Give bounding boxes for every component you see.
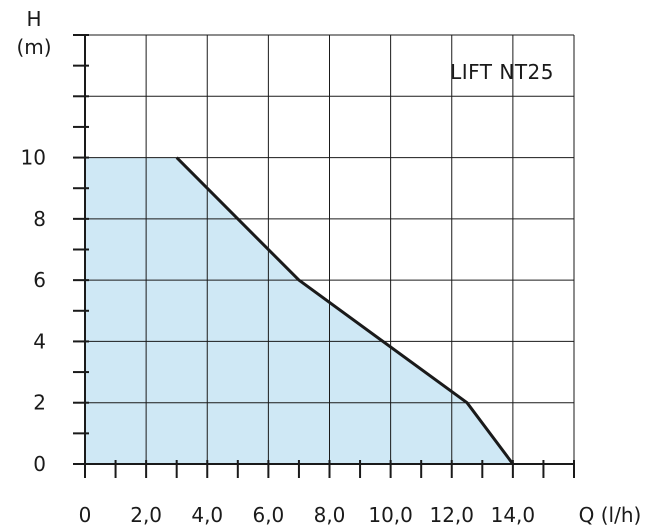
x-tick-label: 12,0 <box>429 503 474 526</box>
operating-area <box>85 157 513 464</box>
y-tick-label: 4 <box>33 329 46 353</box>
y-axis-label-unit: (m) <box>16 35 51 59</box>
label-layer: LIFT NT25 H (m) Q (l/h) 0 2 4 6 8 10 0 2,0 4,0 6,… <box>16 7 641 526</box>
x-tick-label: 14,0 <box>491 503 536 526</box>
y-axis-label-symbol: H <box>26 7 41 31</box>
axis-layer <box>73 34 575 478</box>
grid-layer <box>85 34 575 464</box>
y-tick-label: 10 <box>21 146 46 170</box>
y-tick-label: 8 <box>33 207 46 231</box>
x-axis-label: Q (l/h) <box>579 503 642 526</box>
pump-curve-line <box>175 156 515 465</box>
x-tick-label: 0 <box>79 503 92 526</box>
x-tick-label: 6,0 <box>252 503 284 526</box>
x-tick-label: 10,0 <box>368 503 413 526</box>
x-tick-label: 8,0 <box>314 503 346 526</box>
curve-layer <box>175 156 515 465</box>
y-tick-label: 2 <box>33 391 46 415</box>
x-tick-label: 2,0 <box>130 503 162 526</box>
chart-title: LIFT NT25 <box>450 60 554 84</box>
x-tick-label: 4,0 <box>191 503 223 526</box>
operating-area-layer <box>85 157 513 464</box>
y-tick-label: 0 <box>33 452 46 476</box>
y-tick-label: 6 <box>33 268 46 292</box>
